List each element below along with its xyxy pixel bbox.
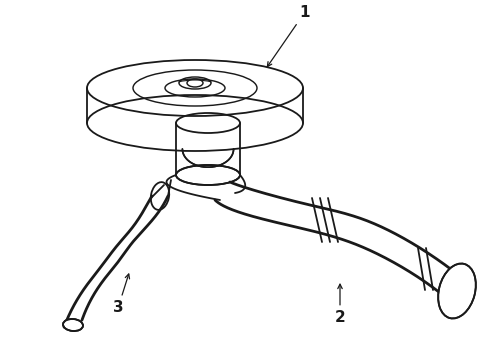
Text: 3: 3 [113,274,129,315]
Text: 1: 1 [268,5,310,67]
Ellipse shape [438,264,476,319]
Ellipse shape [63,319,83,331]
Text: 2: 2 [335,284,345,325]
Ellipse shape [176,165,240,185]
